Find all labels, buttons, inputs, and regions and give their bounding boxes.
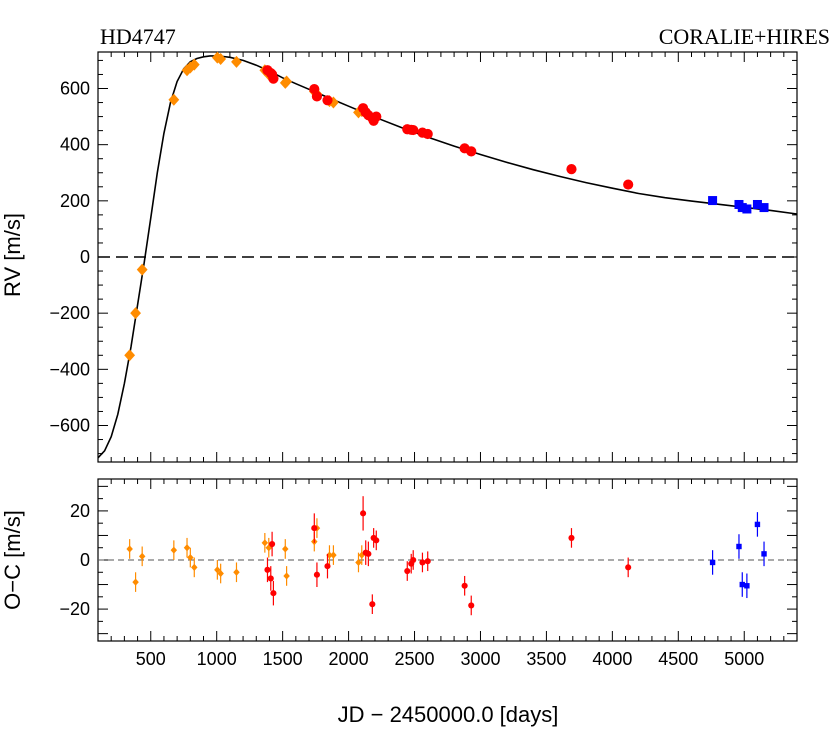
- residual-point: [126, 545, 133, 553]
- x-tick-label: 3000: [460, 649, 500, 669]
- residual-series-diamond: [126, 518, 366, 592]
- residual-point: [568, 534, 575, 541]
- residual-point: [270, 590, 277, 597]
- rv-y-tick-label: 200: [60, 191, 90, 211]
- rv-y-tick-label: 600: [60, 79, 90, 99]
- star-name-title: HD4747: [100, 24, 176, 49]
- residual-series-square: [709, 512, 767, 599]
- residual-point: [187, 553, 194, 562]
- x-tick-label: 500: [136, 649, 166, 669]
- rv-point: [268, 73, 279, 84]
- residual-point: [132, 578, 139, 586]
- residual-point: [736, 543, 742, 550]
- residual-point: [138, 552, 146, 560]
- rv-point: [371, 111, 382, 122]
- rv-point: [215, 53, 227, 66]
- rv-axis-title: RV [m/s]: [0, 213, 25, 297]
- rv-point: [708, 196, 718, 206]
- rv-point: [311, 91, 323, 102]
- residual-point: [326, 551, 333, 559]
- residual-point: [311, 525, 318, 532]
- x-tick-label: 4500: [658, 649, 698, 669]
- instruments-title: CORALIE+HIRES: [659, 24, 830, 49]
- rv-y-tick-label: −400: [49, 359, 90, 379]
- residual-point: [369, 601, 376, 608]
- residual-point: [283, 572, 290, 580]
- rv-y-tick-label: 400: [60, 135, 90, 155]
- residual-point: [183, 544, 191, 552]
- residual-point: [265, 544, 273, 552]
- rv-point: [466, 146, 477, 157]
- rv-point: [408, 124, 419, 136]
- residual-point: [324, 563, 331, 570]
- residual-point: [264, 566, 271, 573]
- residual-point: [761, 551, 767, 557]
- residual-point: [355, 558, 362, 567]
- oc-y-tick-label: −20: [59, 599, 90, 619]
- rv-point: [124, 349, 136, 362]
- rv-point: [566, 164, 577, 175]
- residual-point: [468, 602, 475, 609]
- x-tick-label: 2500: [395, 649, 435, 669]
- residual-point: [170, 546, 178, 554]
- rv-series-square: [708, 196, 769, 214]
- residual-point: [404, 567, 411, 575]
- residual-point: [424, 558, 431, 565]
- residual-point: [269, 540, 276, 548]
- rv-point: [759, 203, 769, 213]
- residual-point: [217, 569, 224, 578]
- rv-y-tick-label: −600: [49, 415, 90, 435]
- x-tick-label: 5000: [724, 649, 764, 669]
- rv-point: [136, 263, 148, 276]
- rv-series-circle: [262, 65, 634, 190]
- residuals-panel: −20 0 20 500 1000 1500 2000 2500 3000 3500 4000 450…: [59, 478, 798, 669]
- rv-point: [231, 55, 242, 68]
- residual-point: [313, 571, 320, 578]
- rv-point: [188, 58, 200, 71]
- residual-point: [410, 556, 417, 564]
- residual-point: [461, 582, 468, 589]
- residual-point: [739, 581, 745, 588]
- rv-point: [623, 179, 634, 190]
- rv-point: [737, 203, 747, 213]
- oc-y-tick-label: 0: [80, 550, 90, 570]
- residual-point: [709, 559, 716, 566]
- rv-y-tick-label: −200: [49, 303, 90, 323]
- rv-point: [281, 75, 292, 88]
- rv-point: [742, 204, 752, 214]
- residual-point: [754, 521, 761, 528]
- residual-point: [282, 545, 289, 553]
- residual-point: [360, 510, 367, 517]
- residual-point: [744, 583, 750, 589]
- residual-point: [330, 551, 337, 559]
- rv-point: [752, 199, 762, 209]
- x-axis-title: JD − 2450000.0 [days]: [338, 702, 559, 727]
- residual-point: [233, 568, 240, 576]
- residuals-axis-title: O−C [m/s]: [0, 510, 25, 610]
- x-tick-label: 1500: [263, 649, 303, 669]
- residual-point: [267, 575, 274, 582]
- rv-point: [130, 307, 141, 320]
- rv-y-tick-label: 0: [80, 247, 90, 267]
- oc-y-tick-label: 20: [70, 501, 90, 521]
- residual-point: [365, 550, 372, 557]
- x-tick-label: 2000: [329, 649, 369, 669]
- residual-point: [419, 559, 426, 566]
- residual-point: [625, 564, 632, 571]
- residual-point: [373, 537, 380, 544]
- residual-series-circle: [264, 496, 632, 616]
- x-tick-label: 1000: [197, 649, 237, 669]
- residual-point: [214, 566, 221, 574]
- residual-point: [261, 539, 269, 547]
- x-tick-label: 3500: [526, 649, 566, 669]
- residual-point: [191, 563, 198, 571]
- rv-point: [322, 95, 333, 106]
- rv-point: [422, 128, 433, 140]
- x-tick-label: 4000: [592, 649, 632, 669]
- rv-panel: −600 −400 −200 0 200 400 600: [49, 51, 798, 463]
- rv-point: [168, 93, 180, 106]
